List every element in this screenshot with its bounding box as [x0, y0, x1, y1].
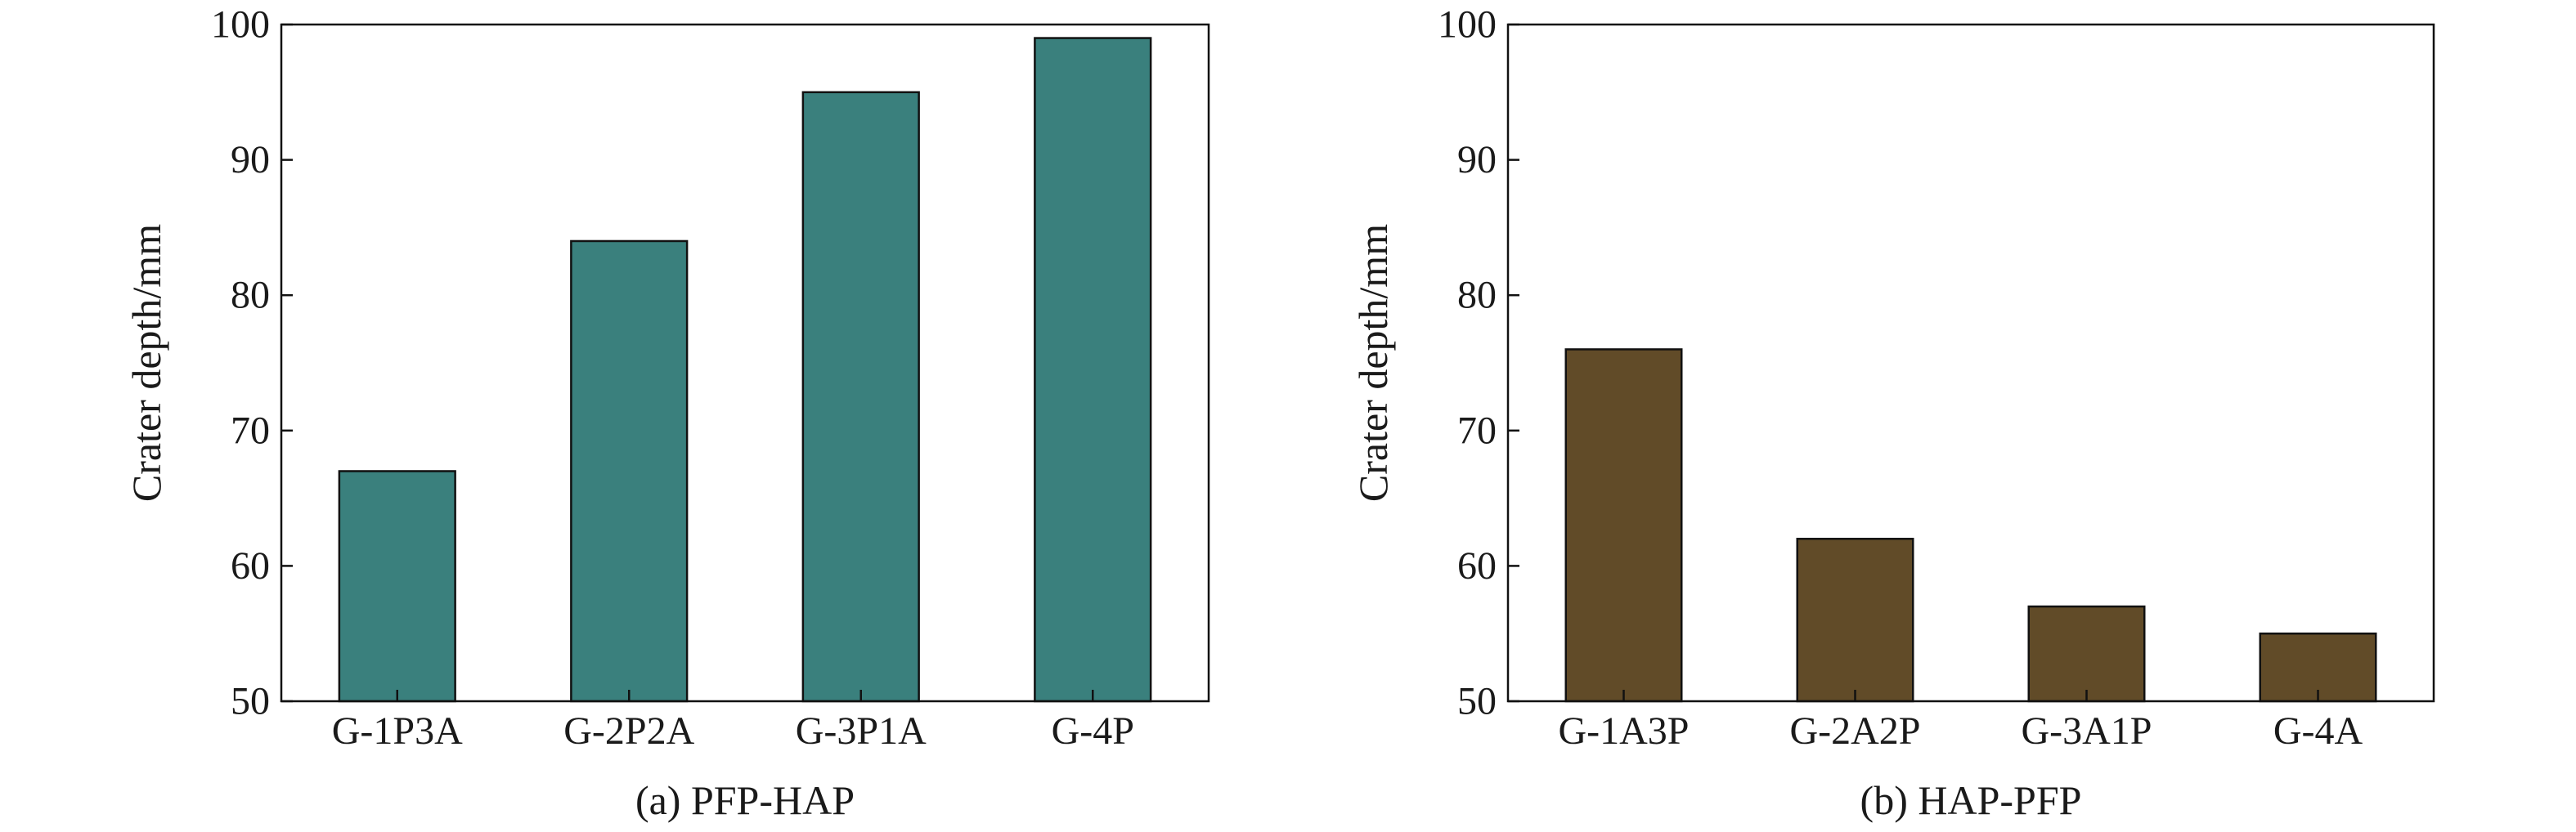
y-tick-label: 50	[231, 680, 270, 723]
y-tick-label: 90	[1457, 138, 1497, 181]
y-axis-label: Crater depth/mm	[123, 224, 169, 502]
y-tick-label: 70	[1457, 409, 1497, 452]
x-tick-label: G-2A2P	[1789, 709, 1920, 753]
y-tick-label: 90	[231, 138, 270, 181]
chart-panel-a: 50 60 70 80 90 100 G-1P3A G-2P2A G-3P1A G-4P Crate…	[123, 3, 1210, 823]
y-tick-label: 80	[1457, 274, 1497, 317]
x-tick-label: G-1A3P	[1558, 709, 1689, 753]
bar-a-0	[338, 470, 456, 703]
bar-a-2	[801, 91, 920, 703]
x-tick-label: G-3P1A	[796, 709, 927, 753]
bar-b-1	[1796, 538, 1914, 703]
chart-panel-b: 50 60 70 80 90 100 G-1A3P G-2A2P G-3A1P G-4A Crate…	[1350, 3, 2435, 823]
x-tick-label: G-2P2A	[563, 709, 694, 753]
y-tick-label: 60	[231, 544, 270, 588]
y-tick-label: 80	[231, 274, 270, 317]
x-tick-label: G-1P3A	[332, 709, 463, 753]
y-tick-label: 50	[1457, 680, 1497, 723]
plot-frame	[1506, 23, 2435, 703]
panel-caption: (a) PFP-HAP	[635, 777, 855, 823]
bar-b-2	[2027, 605, 2146, 703]
x-tick-label: G-3A1P	[2021, 709, 2152, 753]
x-tick-label: G-4A	[2273, 709, 2363, 753]
y-tick-label: 60	[1457, 544, 1497, 588]
panel-caption: (b) HAP-PFP	[1860, 777, 2082, 823]
bar-a-3	[1034, 37, 1152, 703]
bar-b-0	[1564, 348, 1683, 703]
y-tick-label: 100	[211, 3, 270, 47]
y-tick-label: 100	[1438, 3, 1497, 47]
y-axis-label: Crater depth/mm	[1350, 224, 1396, 502]
plot-frame	[280, 23, 1210, 703]
x-tick-label: G-4P	[1052, 709, 1134, 753]
y-tick-label: 70	[231, 409, 270, 452]
bar-a-1	[570, 239, 689, 703]
